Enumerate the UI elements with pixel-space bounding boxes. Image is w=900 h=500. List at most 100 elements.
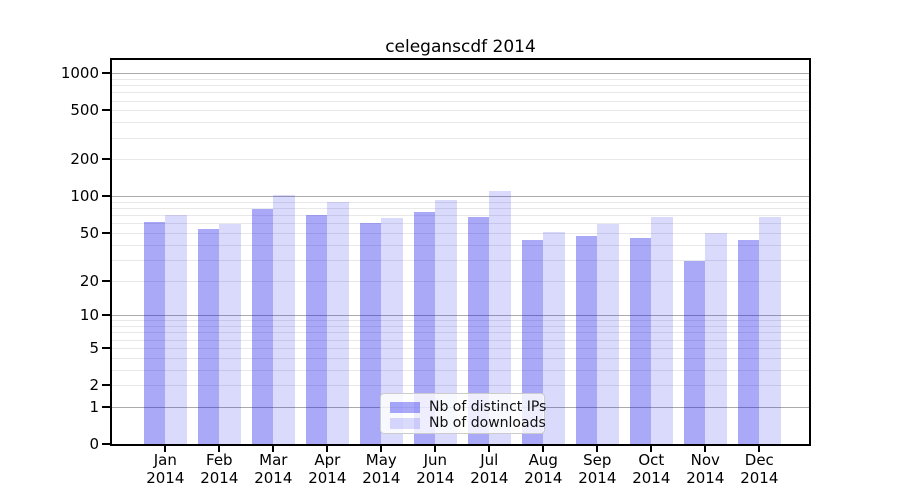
- y-tick: [102, 314, 110, 317]
- x-tick-month: Jun: [423, 451, 448, 469]
- legend-item-downloads: Nb of downloads: [390, 416, 546, 430]
- gridline-minor: [112, 385, 809, 386]
- x-tick-month: Dec: [744, 451, 774, 469]
- gridline-minor: [112, 332, 809, 334]
- bar-downloads: [597, 224, 619, 444]
- bar-distinct-ips: [198, 228, 220, 444]
- bar-distinct-ips: [468, 216, 490, 444]
- plot-area: [112, 60, 809, 444]
- gridline-minor: [112, 78, 809, 80]
- x-tick-year: 2014: [200, 469, 239, 487]
- y-tick-label: 100: [70, 187, 99, 206]
- x-tick-year: 2014: [686, 469, 725, 487]
- y-tick: [102, 109, 110, 112]
- x-tick-label: Mar 2014: [243, 451, 303, 487]
- x-tick: [218, 446, 221, 452]
- y-tick: [102, 195, 110, 198]
- x-tick-year: 2014: [524, 469, 563, 487]
- x-tick-label: Apr 2014: [297, 451, 357, 487]
- bar-downloads: [705, 232, 727, 444]
- legend-swatch-distinct-ips: [390, 401, 420, 413]
- bar-distinct-ips: [576, 236, 598, 444]
- gridline-minor: [112, 122, 809, 124]
- x-tick: [596, 446, 599, 452]
- x-tick: [704, 446, 707, 452]
- bar-downloads: [543, 231, 565, 444]
- y-tick-label: 10: [79, 306, 99, 325]
- bar-downloads: [489, 191, 511, 444]
- bar-distinct-ips: [144, 222, 166, 444]
- x-tick-label: Jan 2014: [135, 451, 195, 487]
- x-tick-label: Jul 2014: [459, 451, 519, 487]
- y-tick-label: 5: [89, 338, 99, 357]
- x-tick-month: Sep: [583, 451, 612, 469]
- y-tick: [102, 346, 110, 349]
- x-tick: [758, 446, 761, 452]
- x-tick-month: Jan: [153, 451, 177, 469]
- x-tick: [380, 446, 383, 452]
- x-tick: [326, 446, 329, 452]
- legend-item-distinct-ips: Nb of distinct IPs: [390, 400, 546, 414]
- y-tick: [102, 158, 110, 161]
- gridline-major: [112, 315, 809, 317]
- y-tick: [102, 443, 110, 445]
- gridline-minor: [112, 201, 809, 203]
- bar-downloads: [759, 216, 781, 444]
- x-tick-year: 2014: [308, 469, 347, 487]
- gridline-minor: [112, 215, 809, 217]
- gridline-minor: [112, 232, 809, 234]
- y-tick-label: 500: [70, 101, 99, 120]
- bar-downloads: [219, 224, 241, 444]
- y-tick: [102, 231, 110, 234]
- legend-label: Nb of downloads: [429, 415, 546, 431]
- bar-downloads: [273, 194, 295, 444]
- bar-distinct-ips: [630, 238, 652, 444]
- x-tick: [542, 446, 545, 452]
- gridline-minor: [112, 137, 809, 139]
- gridline-minor: [112, 223, 809, 225]
- x-tick: [488, 446, 491, 452]
- x-tick-year: 2014: [254, 469, 293, 487]
- legend: Nb of distinct IPs Nb of downloads: [380, 393, 546, 434]
- x-tick-label: Aug 2014: [513, 451, 573, 487]
- x-tick-month: Apr: [314, 451, 341, 469]
- x-tick: [164, 446, 167, 452]
- x-tick-label: Feb 2014: [189, 451, 249, 487]
- x-tick-month: Aug: [528, 451, 558, 469]
- x-tick-label: Oct 2014: [621, 451, 681, 487]
- gridline-minor: [112, 357, 809, 359]
- x-tick-month: Oct: [638, 451, 665, 469]
- gridline-minor: [112, 92, 809, 94]
- x-tick-label: Nov 2014: [675, 451, 735, 487]
- x-tick-label: Jun 2014: [405, 451, 465, 487]
- bar-downloads: [435, 199, 457, 444]
- chart-title: celeganscdf 2014: [385, 37, 536, 57]
- gridline-minor: [112, 280, 809, 282]
- gridline-major: [112, 73, 809, 75]
- gridline-minor: [112, 347, 809, 349]
- bar-downloads: [651, 216, 673, 444]
- x-tick-year: 2014: [146, 469, 185, 487]
- x-tick-year: 2014: [740, 469, 779, 487]
- x-tick-month: Feb: [206, 451, 233, 469]
- y-tick-label: 0: [89, 435, 99, 453]
- gridline-minor: [112, 339, 809, 341]
- x-tick-year: 2014: [632, 469, 671, 487]
- y-tick-label: 1: [89, 397, 99, 416]
- x-tick-label: Dec 2014: [729, 451, 789, 487]
- gridline-minor: [112, 159, 809, 161]
- x-tick-year: 2014: [578, 469, 617, 487]
- y-tick: [102, 279, 110, 282]
- bar-distinct-ips: [738, 239, 760, 444]
- legend-swatch-downloads: [390, 417, 420, 429]
- gridline-minor: [112, 85, 809, 86]
- x-tick-month: Nov: [690, 451, 720, 469]
- plot-frame: [110, 58, 811, 446]
- gridline-minor: [112, 369, 809, 371]
- x-tick-label: Sep 2014: [567, 451, 627, 487]
- y-tick-label: 1000: [60, 64, 99, 83]
- bar-distinct-ips: [414, 211, 436, 444]
- bar-distinct-ips: [522, 239, 544, 444]
- x-tick: [650, 446, 653, 452]
- x-tick-month: Jul: [480, 451, 499, 469]
